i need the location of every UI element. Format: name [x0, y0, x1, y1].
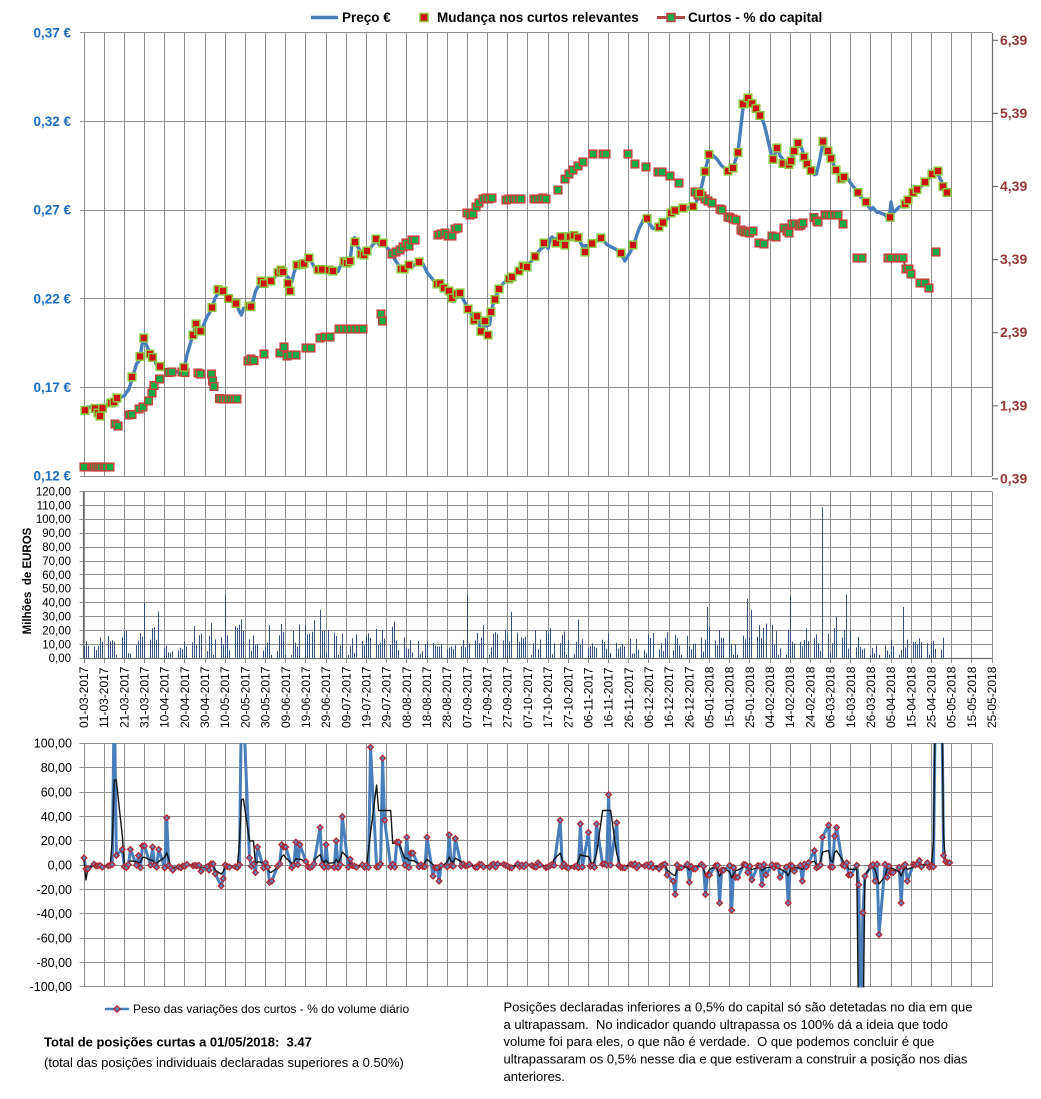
svg-text:04-02-2018: 04-02-2018 — [763, 666, 777, 728]
svg-text:09-06-2017: 09-06-2017 — [279, 666, 293, 728]
svg-text:100,00: 100,00 — [36, 514, 71, 526]
svg-text:21-03-2017: 21-03-2017 — [117, 666, 131, 728]
svg-text:100,00: 100,00 — [34, 737, 72, 751]
svg-text:60,00: 60,00 — [41, 785, 72, 799]
svg-text:0,17 €: 0,17 € — [33, 380, 71, 395]
svg-text:20-05-2017: 20-05-2017 — [238, 666, 252, 728]
svg-text:24-02-2018: 24-02-2018 — [803, 666, 817, 728]
svg-text:06-03-2018: 06-03-2018 — [824, 666, 838, 728]
svg-text:80,00: 80,00 — [42, 542, 71, 554]
svg-text:50,00: 50,00 — [42, 584, 71, 596]
svg-text:10-04-2017: 10-04-2017 — [158, 666, 172, 728]
svg-text:-60,00: -60,00 — [37, 932, 72, 946]
svg-text:29-06-2017: 29-06-2017 — [319, 666, 333, 728]
svg-text:05-05-2018: 05-05-2018 — [945, 666, 959, 728]
svg-text:07-09-2017: 07-09-2017 — [460, 666, 474, 728]
svg-text:19-07-2017: 19-07-2017 — [360, 666, 374, 728]
svg-text:40,00: 40,00 — [42, 598, 71, 610]
svg-text:17-09-2017: 17-09-2017 — [481, 666, 495, 728]
svg-text:4,39: 4,39 — [1000, 178, 1027, 194]
svg-text:-40,00: -40,00 — [37, 907, 72, 921]
svg-text:anteriores.: anteriores. — [504, 1069, 565, 1084]
svg-text:15-01-2018: 15-01-2018 — [723, 666, 737, 728]
svg-text:20,00: 20,00 — [41, 834, 72, 848]
svg-text:28-08-2017: 28-08-2017 — [440, 666, 454, 728]
svg-text:08-08-2017: 08-08-2017 — [400, 666, 414, 728]
svg-text:80,00: 80,00 — [41, 761, 72, 775]
svg-text:29-07-2017: 29-07-2017 — [380, 666, 394, 728]
svg-text:05-01-2018: 05-01-2018 — [703, 666, 717, 728]
svg-text:09-07-2017: 09-07-2017 — [339, 666, 353, 728]
svg-text:14-02-2018: 14-02-2018 — [783, 666, 797, 728]
svg-text:ultrapassaram os 0,5% nesse di: ultrapassaram os 0,5% nesse dia e que es… — [504, 1052, 968, 1067]
svg-text:26-03-2018: 26-03-2018 — [864, 666, 878, 728]
svg-text:-100,00: -100,00 — [30, 980, 72, 994]
svg-text:0,27 €: 0,27 € — [33, 203, 71, 218]
svg-text:120,00: 120,00 — [36, 486, 71, 498]
svg-text:26-11-2017: 26-11-2017 — [622, 667, 636, 728]
svg-text:110,00: 110,00 — [37, 500, 71, 512]
svg-text:Mudança nos curtos relevantes: Mudança nos curtos relevantes — [437, 10, 639, 25]
svg-text:90,00: 90,00 — [42, 528, 71, 540]
svg-text:30-04-2017: 30-04-2017 — [198, 666, 212, 728]
svg-text:Milhões de EUROS: Milhões de EUROS — [22, 527, 34, 634]
svg-text:3,39: 3,39 — [1000, 251, 1027, 267]
svg-text:40,00: 40,00 — [41, 810, 72, 824]
svg-text:70,00: 70,00 — [42, 556, 71, 568]
svg-text:volume foi para eles, o que nã: volume foi para eles, o que não é verdad… — [504, 1034, 935, 1049]
svg-text:06-12-2017: 06-12-2017 — [642, 666, 656, 728]
svg-text:6,39: 6,39 — [1000, 32, 1027, 48]
svg-text:16-11-2017: 16-11-2017 — [602, 667, 616, 728]
svg-text:01-03-2017: 01-03-2017 — [77, 666, 91, 728]
svg-text:(total das posições individuai: (total das posições individuais declarad… — [44, 1055, 404, 1070]
svg-text:10-05-2017: 10-05-2017 — [218, 666, 232, 728]
svg-text:06-11-2017: 06-11-2017 — [581, 667, 595, 728]
svg-text:Peso das variações dos curtos: Peso das variações dos curtos - % do vol… — [133, 1002, 409, 1016]
svg-text:0,00: 0,00 — [48, 859, 72, 873]
svg-text:0,22 €: 0,22 € — [33, 291, 71, 306]
svg-text:60,00: 60,00 — [42, 570, 71, 582]
svg-text:11-03-2017: 11-03-2017 — [97, 667, 111, 728]
svg-text:0,39: 0,39 — [1000, 470, 1027, 486]
svg-text:25-05-2018: 25-05-2018 — [985, 666, 999, 728]
svg-text:07-10-2017: 07-10-2017 — [521, 666, 535, 728]
svg-text:0,37 €: 0,37 € — [33, 26, 71, 41]
svg-text:20-04-2017: 20-04-2017 — [178, 666, 192, 728]
svg-text:a ultrapassam. No indicador q: a ultrapassam. No indicador quando ultra… — [504, 1017, 948, 1032]
svg-text:0,00: 0,00 — [49, 653, 71, 665]
svg-text:05-04-2018: 05-04-2018 — [884, 666, 898, 728]
svg-text:16-12-2017: 16-12-2017 — [662, 666, 676, 728]
svg-text:15-05-2018: 15-05-2018 — [965, 666, 979, 728]
svg-text:0,32 €: 0,32 € — [33, 114, 71, 129]
svg-text:10,00: 10,00 — [42, 639, 71, 651]
svg-text:15-04-2018: 15-04-2018 — [904, 666, 918, 728]
svg-text:20,00: 20,00 — [42, 625, 71, 637]
svg-text:1,39: 1,39 — [1000, 397, 1027, 413]
svg-text:-20,00: -20,00 — [37, 883, 72, 897]
svg-text:2,39: 2,39 — [1000, 324, 1027, 340]
svg-text:30,00: 30,00 — [42, 612, 71, 624]
svg-text:19-06-2017: 19-06-2017 — [299, 666, 313, 728]
svg-text:Curtos - % do capital: Curtos - % do capital — [688, 10, 822, 25]
svg-text:26-12-2017: 26-12-2017 — [682, 666, 696, 728]
svg-text:25-01-2018: 25-01-2018 — [743, 666, 757, 728]
svg-text:Total de posições curtas a 01/: Total de posições curtas a 01/05/2018: 3… — [44, 1035, 312, 1050]
svg-text:16-03-2018: 16-03-2018 — [844, 666, 858, 728]
svg-text:5,39: 5,39 — [1000, 105, 1027, 121]
svg-text:18-08-2017: 18-08-2017 — [420, 666, 434, 728]
svg-text:25-04-2018: 25-04-2018 — [925, 666, 939, 728]
svg-text:31-03-2017: 31-03-2017 — [138, 666, 152, 728]
svg-text:-80,00: -80,00 — [37, 956, 72, 970]
svg-text:Posições declaradas inferiores: Posições declaradas inferiores a 0,5% do… — [504, 999, 973, 1014]
svg-text:30-05-2017: 30-05-2017 — [259, 666, 273, 728]
svg-text:27-09-2017: 27-09-2017 — [501, 666, 515, 728]
svg-text:Preço €: Preço € — [342, 10, 391, 25]
svg-text:27-10-2017: 27-10-2017 — [561, 666, 575, 728]
svg-text:17-10-2017: 17-10-2017 — [541, 666, 555, 728]
svg-text:0,12 €: 0,12 € — [33, 469, 71, 484]
